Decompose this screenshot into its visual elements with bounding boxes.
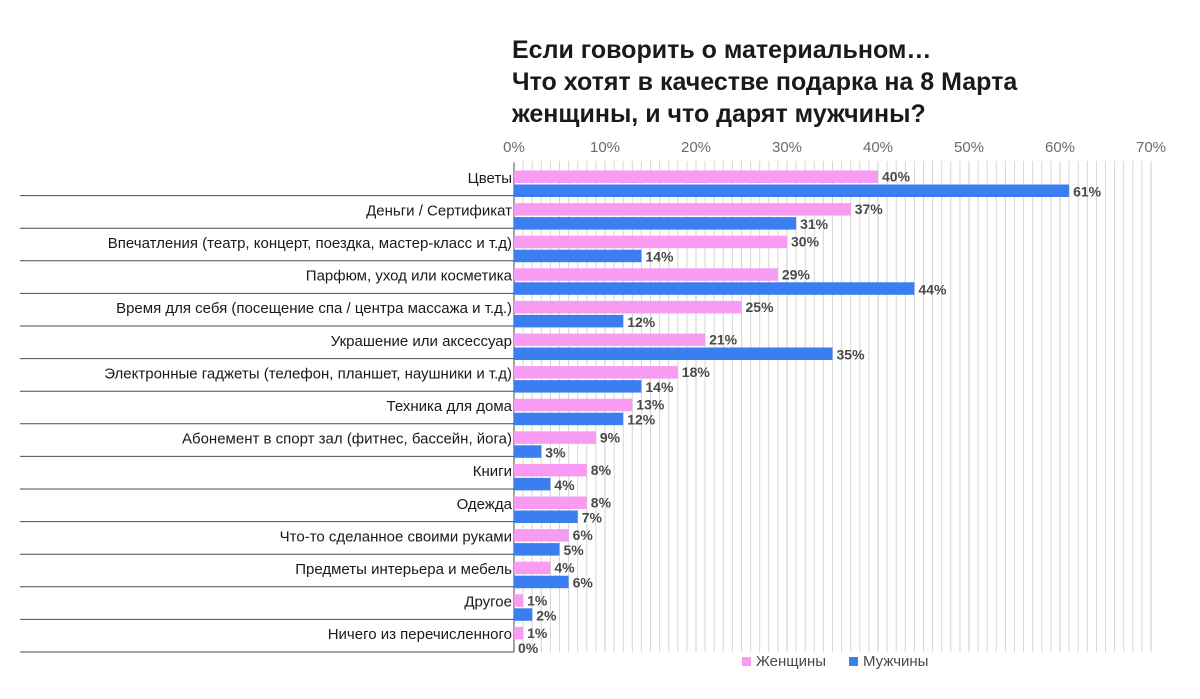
bar-women <box>514 463 587 477</box>
bar-women <box>514 366 678 379</box>
value-label-men: 12% <box>627 314 656 330</box>
value-label-women: 1% <box>527 592 548 608</box>
value-label-men: 12% <box>627 412 656 428</box>
bar-women <box>514 431 596 444</box>
bar-women <box>514 561 551 575</box>
category-label: Впечатления (театр, концерт, поездка, ма… <box>108 235 512 252</box>
value-label-women: 1% <box>527 625 548 641</box>
value-label-men: 3% <box>545 444 566 460</box>
bar-women <box>514 170 878 183</box>
value-label-men: 2% <box>536 607 557 623</box>
value-label-women: 18% <box>682 364 711 380</box>
bar-women <box>514 398 633 412</box>
category-label: Другое <box>464 594 512 611</box>
bar-women <box>514 626 524 640</box>
chart-title: Если говорить о материальном… Что хотят … <box>512 34 1112 130</box>
bar-men <box>514 380 642 393</box>
bar-men <box>514 543 560 556</box>
value-label-women: 8% <box>591 462 612 478</box>
bar-men <box>514 608 533 621</box>
category-label: Деньги / Сертификат <box>366 202 512 219</box>
category-label: Парфюм, уход или косметика <box>306 268 513 285</box>
legend-label-men: Мужчины <box>863 653 928 670</box>
value-label-men: 14% <box>645 249 674 265</box>
bar-women <box>514 333 706 346</box>
x-tick-label: 20% <box>681 139 711 156</box>
x-tick-label: 70% <box>1136 139 1166 156</box>
category-label: Абонемент в спорт зал (фитнес, бассейн, … <box>182 431 512 448</box>
value-label-men: 7% <box>582 509 603 525</box>
category-label: Техника для дома <box>387 398 513 415</box>
value-label-women: 37% <box>855 201 884 217</box>
value-label-women: 21% <box>709 331 738 347</box>
value-label-men: 44% <box>918 281 947 297</box>
value-label-men: 6% <box>573 575 594 591</box>
x-tick-label: 60% <box>1045 139 1075 156</box>
bar-men <box>514 477 551 491</box>
bar-men <box>514 575 569 589</box>
value-label-women: 30% <box>791 234 820 250</box>
value-label-men: 4% <box>554 477 575 493</box>
chart-title-line-2: Что хотят в качестве подарка на 8 Марта <box>512 68 1018 96</box>
category-label: Время для себя (посещение спа / центра м… <box>116 300 512 317</box>
legend-swatch-men <box>849 657 858 666</box>
value-label-men: 61% <box>1073 183 1102 199</box>
bar-men <box>514 314 624 328</box>
value-label-men: 0% <box>518 640 539 656</box>
value-label-men: 14% <box>645 379 674 395</box>
chart-title-line-3: женщины, и что дарят мужчины? <box>512 100 926 128</box>
bar-men <box>514 184 1070 197</box>
bar-women <box>514 268 778 281</box>
value-label-women: 13% <box>636 397 665 413</box>
bar-men <box>514 217 797 230</box>
category-label: Что-то сделанное своими руками <box>280 528 512 545</box>
bar-women <box>514 235 787 249</box>
bar-women <box>514 300 742 314</box>
x-tick-label: 10% <box>590 139 620 156</box>
x-tick-label: 50% <box>954 139 984 156</box>
bar-women <box>514 203 851 216</box>
bar-men <box>514 412 624 426</box>
bar-men <box>514 510 578 523</box>
value-label-men: 35% <box>837 346 866 362</box>
chart-title-line-1: Если говорить о материальном… <box>512 36 932 64</box>
value-label-women: 25% <box>746 299 775 315</box>
bar-women <box>514 594 524 607</box>
category-label: Одежда <box>457 496 513 513</box>
category-label: Книги <box>473 463 512 480</box>
value-label-women: 8% <box>591 494 612 510</box>
x-tick-label: 30% <box>772 139 802 156</box>
x-tick-label: 0% <box>503 139 525 156</box>
bar-women <box>514 529 569 542</box>
legend-label-women: Женщины <box>756 653 826 670</box>
x-tick-label: 40% <box>863 139 893 156</box>
value-label-women: 4% <box>554 560 575 576</box>
category-label: Ничего из перечисленного <box>328 626 512 643</box>
bar-women <box>514 496 587 509</box>
bar-men <box>514 445 542 458</box>
value-label-men: 31% <box>800 216 829 232</box>
category-label: Электронные гаджеты (телефон, планшет, н… <box>104 365 512 382</box>
bar-men <box>514 282 915 295</box>
category-label: Украшение или аксессуар <box>331 333 512 350</box>
value-label-women: 6% <box>573 527 594 543</box>
legend-swatch-women <box>742 657 751 666</box>
category-label: Предметы интерьера и мебель <box>295 561 512 578</box>
value-label-women: 29% <box>782 266 811 282</box>
bar-men <box>514 249 642 263</box>
value-label-women: 9% <box>600 429 621 445</box>
value-label-men: 5% <box>564 542 585 558</box>
category-label: Цветы <box>468 170 512 187</box>
bar-men <box>514 347 833 360</box>
value-label-women: 40% <box>882 168 911 184</box>
